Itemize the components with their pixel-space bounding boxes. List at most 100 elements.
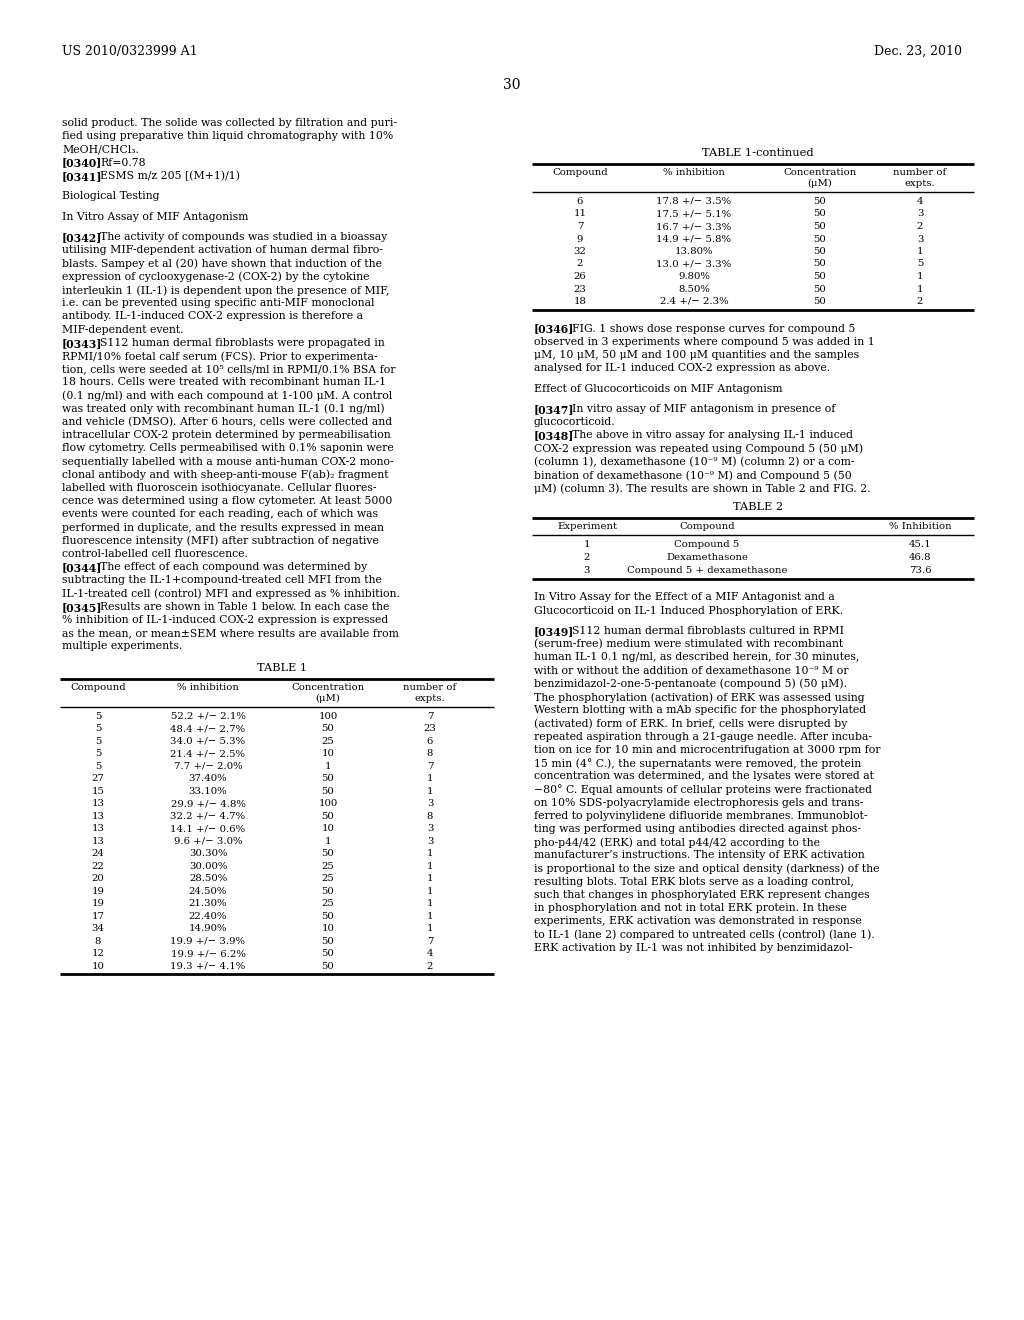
Text: performed in duplicate, and the results expressed in mean: performed in duplicate, and the results … xyxy=(62,523,384,532)
Text: 13.80%: 13.80% xyxy=(675,247,714,256)
Text: 3: 3 xyxy=(427,799,433,808)
Text: ESMS m/z 205 [(M+1)/1): ESMS m/z 205 [(M+1)/1) xyxy=(100,170,240,181)
Text: 1: 1 xyxy=(427,887,433,895)
Text: In vitro assay of MIF antagonism in presence of: In vitro assay of MIF antagonism in pres… xyxy=(572,404,836,414)
Text: intracellular COX-2 protein determined by permeabilisation: intracellular COX-2 protein determined b… xyxy=(62,430,391,440)
Text: 21.30%: 21.30% xyxy=(188,899,227,908)
Text: (μM): (μM) xyxy=(808,180,833,189)
Text: MIF-dependent event.: MIF-dependent event. xyxy=(62,325,183,334)
Text: Biological Testing: Biological Testing xyxy=(62,191,160,201)
Text: 34.0 +/− 5.3%: 34.0 +/− 5.3% xyxy=(170,737,246,746)
Text: S112 human dermal fibroblasts cultured in RPMI: S112 human dermal fibroblasts cultured i… xyxy=(572,626,844,636)
Text: 5: 5 xyxy=(95,748,101,758)
Text: 50: 50 xyxy=(322,949,335,958)
Text: COX-2 expression was repeated using Compound 5 (50 μM): COX-2 expression was repeated using Comp… xyxy=(534,444,863,454)
Text: 10: 10 xyxy=(91,961,104,970)
Text: flow cytometry. Cells permeabilised with 0.1% saponin were: flow cytometry. Cells permeabilised with… xyxy=(62,444,394,453)
Text: 1: 1 xyxy=(427,774,433,783)
Text: is proportional to the size and optical density (darkness) of the: is proportional to the size and optical … xyxy=(534,863,880,874)
Text: Results are shown in Table 1 below. In each case the: Results are shown in Table 1 below. In e… xyxy=(100,602,389,611)
Text: Glucocorticoid on IL-1 Induced Phosphorylation of ERK.: Glucocorticoid on IL-1 Induced Phosphory… xyxy=(534,606,843,615)
Text: tion on ice for 10 min and microcentrifugation at 3000 rpm for: tion on ice for 10 min and microcentrifu… xyxy=(534,744,881,755)
Text: [0349]: [0349] xyxy=(534,626,574,638)
Text: 30.30%: 30.30% xyxy=(188,849,227,858)
Text: 6: 6 xyxy=(577,197,584,206)
Text: 52.2 +/− 2.1%: 52.2 +/− 2.1% xyxy=(171,711,246,721)
Text: 25: 25 xyxy=(322,862,335,871)
Text: 21.4 +/− 2.5%: 21.4 +/− 2.5% xyxy=(171,748,246,758)
Text: (0.1 ng/ml) and with each compound at 1-100 μM. A control: (0.1 ng/ml) and with each compound at 1-… xyxy=(62,391,392,401)
Text: MeOH/CHCl₃.: MeOH/CHCl₃. xyxy=(62,144,139,154)
Text: 4: 4 xyxy=(427,949,433,958)
Text: 29.9 +/− 4.8%: 29.9 +/− 4.8% xyxy=(171,799,246,808)
Text: −80° C. Equal amounts of cellular proteins were fractionated: −80° C. Equal amounts of cellular protei… xyxy=(534,784,872,796)
Text: 2: 2 xyxy=(916,297,924,306)
Text: 50: 50 xyxy=(814,197,826,206)
Text: 9.80%: 9.80% xyxy=(678,272,710,281)
Text: 12: 12 xyxy=(91,949,104,958)
Text: US 2010/0323999 A1: US 2010/0323999 A1 xyxy=(62,45,198,58)
Text: % inhibition: % inhibition xyxy=(664,168,725,177)
Text: 50: 50 xyxy=(814,297,826,306)
Text: 15: 15 xyxy=(91,787,104,796)
Text: fied using preparative thin liquid chromatography with 10%: fied using preparative thin liquid chrom… xyxy=(62,131,393,141)
Text: 14.9 +/− 5.8%: 14.9 +/− 5.8% xyxy=(656,235,731,243)
Text: 2: 2 xyxy=(427,961,433,970)
Text: 9.6 +/− 3.0%: 9.6 +/− 3.0% xyxy=(174,837,243,846)
Text: (activated) form of ERK. In brief, cells were disrupted by: (activated) form of ERK. In brief, cells… xyxy=(534,718,848,729)
Text: Dec. 23, 2010: Dec. 23, 2010 xyxy=(874,45,962,58)
Text: bination of dexamethasone (10⁻⁹ M) and Compound 5 (50: bination of dexamethasone (10⁻⁹ M) and C… xyxy=(534,470,852,480)
Text: [0342]: [0342] xyxy=(62,232,102,243)
Text: resulting blots. Total ERK blots serve as a loading control,: resulting blots. Total ERK blots serve a… xyxy=(534,876,854,887)
Text: [0344]: [0344] xyxy=(62,562,102,573)
Text: 50: 50 xyxy=(814,247,826,256)
Text: TABLE 1: TABLE 1 xyxy=(257,663,307,673)
Text: 2: 2 xyxy=(584,553,590,562)
Text: 3: 3 xyxy=(427,824,433,833)
Text: 3: 3 xyxy=(427,837,433,846)
Text: 1: 1 xyxy=(427,912,433,920)
Text: 22: 22 xyxy=(91,862,104,871)
Text: 4: 4 xyxy=(916,197,924,206)
Text: 50: 50 xyxy=(814,210,826,219)
Text: 8: 8 xyxy=(95,937,101,945)
Text: expts.: expts. xyxy=(415,693,445,702)
Text: 19: 19 xyxy=(91,899,104,908)
Text: such that changes in phosphorylated ERK represent changes: such that changes in phosphorylated ERK … xyxy=(534,890,869,900)
Text: observed in 3 experiments where compound 5 was added in 1: observed in 3 experiments where compound… xyxy=(534,337,874,347)
Text: 50: 50 xyxy=(322,912,335,920)
Text: 27: 27 xyxy=(91,774,104,783)
Text: 6: 6 xyxy=(427,737,433,746)
Text: TABLE 1-continued: TABLE 1-continued xyxy=(702,148,814,158)
Text: 1: 1 xyxy=(584,540,590,549)
Text: [0347]: [0347] xyxy=(534,404,574,414)
Text: on 10% SDS-polyacrylamide electrophoresis gels and trans-: on 10% SDS-polyacrylamide electrophoresi… xyxy=(534,797,863,808)
Text: 1: 1 xyxy=(427,899,433,908)
Text: number of: number of xyxy=(403,682,457,692)
Text: 1: 1 xyxy=(916,285,924,293)
Text: 3: 3 xyxy=(916,210,924,219)
Text: pho-p44/42 (ERK) and total p44/42 according to the: pho-p44/42 (ERK) and total p44/42 accord… xyxy=(534,837,820,847)
Text: was treated only with recombinant human IL-1 (0.1 ng/ml): was treated only with recombinant human … xyxy=(62,404,385,414)
Text: i.e. can be prevented using specific anti-MIF monoclonal: i.e. can be prevented using specific ant… xyxy=(62,298,375,308)
Text: 26: 26 xyxy=(573,272,587,281)
Text: 17.8 +/− 3.5%: 17.8 +/− 3.5% xyxy=(656,197,731,206)
Text: % inhibition: % inhibition xyxy=(177,682,239,692)
Text: TABLE 2: TABLE 2 xyxy=(733,503,783,512)
Text: and vehicle (DMSO). After 6 hours, cells were collected and: and vehicle (DMSO). After 6 hours, cells… xyxy=(62,417,392,428)
Text: control-labelled cell fluorescence.: control-labelled cell fluorescence. xyxy=(62,549,248,558)
Text: 7: 7 xyxy=(427,711,433,721)
Text: 33.10%: 33.10% xyxy=(188,787,227,796)
Text: clonal antibody and with sheep-anti-mouse F(ab)₂ fragment: clonal antibody and with sheep-anti-mous… xyxy=(62,470,388,480)
Text: concentration was determined, and the lysates were stored at: concentration was determined, and the ly… xyxy=(534,771,873,781)
Text: Rf=0.78: Rf=0.78 xyxy=(100,157,145,168)
Text: 1: 1 xyxy=(916,247,924,256)
Text: [0345]: [0345] xyxy=(62,602,102,612)
Text: 3: 3 xyxy=(584,566,590,576)
Text: 15 min (4° C.), the supernatants were removed, the protein: 15 min (4° C.), the supernatants were re… xyxy=(534,758,861,770)
Text: 5: 5 xyxy=(95,762,101,771)
Text: expression of cyclooxygenase-2 (COX-2) by the cytokine: expression of cyclooxygenase-2 (COX-2) b… xyxy=(62,272,370,282)
Text: 13: 13 xyxy=(91,837,104,846)
Text: 19.3 +/− 4.1%: 19.3 +/− 4.1% xyxy=(170,961,246,970)
Text: 25: 25 xyxy=(322,874,335,883)
